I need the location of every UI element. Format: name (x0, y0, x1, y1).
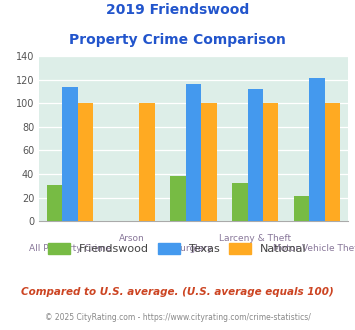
Bar (47, 184, 62, 221)
Bar (201, 103, 217, 221)
Bar (247, 89, 263, 221)
Bar (309, 79, 325, 221)
Bar (78, 103, 93, 221)
Text: Larceny & Theft: Larceny & Theft (219, 234, 291, 243)
Text: 2019 Friendswood: 2019 Friendswood (106, 3, 249, 17)
Text: Compared to U.S. average. (U.S. average equals 100): Compared to U.S. average. (U.S. average … (21, 287, 334, 297)
Bar (170, 176, 186, 221)
Legend: Friendswood, Texas, National: Friendswood, Texas, National (44, 239, 311, 258)
Bar (140, 103, 155, 221)
Text: All Property Crime: All Property Crime (29, 244, 111, 253)
Text: Burglary: Burglary (174, 244, 213, 253)
Bar (263, 103, 278, 221)
Bar (325, 103, 340, 221)
Bar (62, 87, 78, 221)
Text: © 2025 CityRating.com - https://www.cityrating.com/crime-statistics/: © 2025 CityRating.com - https://www.city… (45, 314, 310, 322)
Bar (186, 84, 201, 221)
Text: Motor Vehicle Theft: Motor Vehicle Theft (273, 244, 355, 253)
Bar (232, 183, 247, 221)
Text: Arson: Arson (119, 234, 144, 243)
Bar (294, 196, 309, 221)
Text: Property Crime Comparison: Property Crime Comparison (69, 33, 286, 47)
